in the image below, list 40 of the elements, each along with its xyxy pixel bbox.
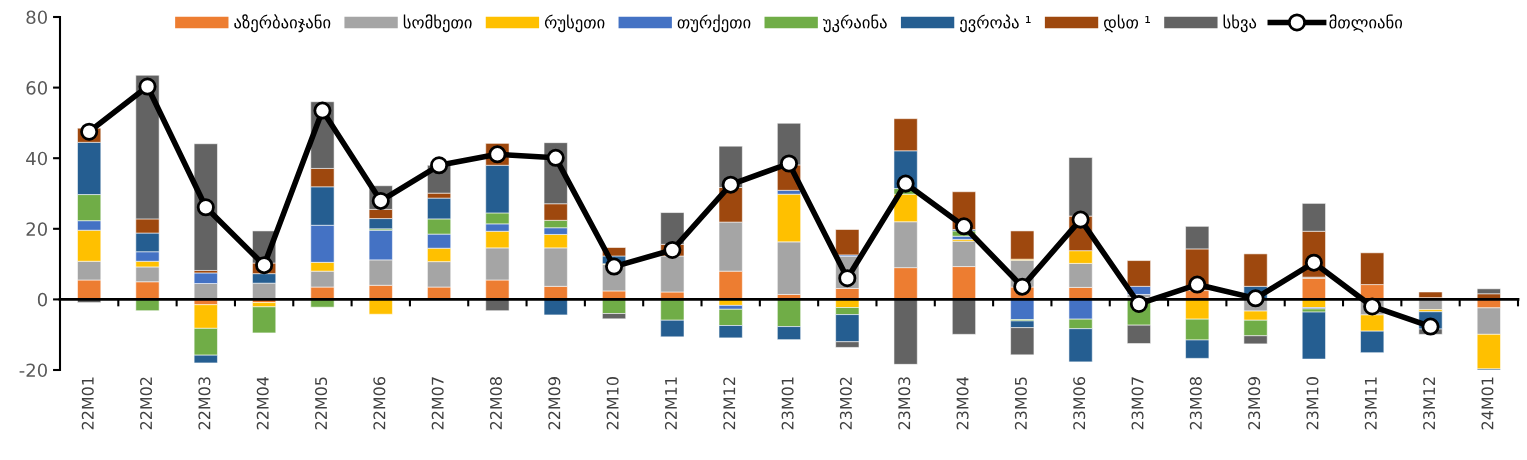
y-tick-label: -20 [19, 363, 47, 378]
x-tick-label: 23M08 [1189, 377, 1202, 430]
x-tick-label: 22M09 [548, 377, 561, 430]
x-tick-label: 23M04 [956, 376, 969, 430]
x-tick-label: 22M08 [489, 377, 503, 430]
legend-label: აზერბაიჯანი [234, 14, 331, 33]
x-tick-label: 22M10 [606, 377, 619, 430]
x-tick-label: 23M09 [1248, 377, 1261, 430]
x-tick-label: 22M06 [373, 377, 386, 430]
x-tick-label: 23M05 [1014, 377, 1027, 430]
x-tick-label: 22M12 [723, 377, 736, 430]
x-tick-label: 22M11 [664, 377, 677, 430]
y-tick-label: 20 [26, 222, 47, 236]
x-tick-label: 24M01 [1481, 377, 1494, 430]
legend-label: უკრაინა [822, 14, 887, 33]
x-tick-label: 22M05 [314, 377, 328, 430]
legend-label: სომხეთი [403, 14, 472, 33]
y-tick-label: 40 [26, 151, 47, 166]
x-tick-label: 23M01 [781, 377, 794, 430]
legend-label: სხვა [1223, 14, 1257, 33]
legend-label: დსთ ¹ [1104, 14, 1150, 33]
y-tick-label: 60 [26, 81, 47, 95]
x-tick-label: 23M10 [1306, 377, 1319, 430]
legend-label: რუსეთი [544, 14, 605, 33]
x-tick-label: 23M03 [898, 377, 911, 430]
x-tick-label: 22M03 [198, 377, 211, 430]
x-tick-label: 23M02 [839, 377, 852, 430]
x-tick-label: 23M12 [1423, 377, 1436, 430]
y-tick-label: 80 [26, 10, 47, 25]
x-tick-label: 23M07 [1131, 377, 1144, 430]
x-tick-label: 23M06 [1073, 377, 1086, 430]
x-tick-label: 22M04 [256, 376, 269, 430]
x-tick-label: 22M07 [431, 377, 444, 430]
x-tick-label: 22M02 [140, 377, 153, 430]
legend-label: თურქეთი [677, 14, 751, 33]
legend-label: ევროპა ¹ [960, 14, 1031, 33]
x-tick-label: 23M11 [1364, 377, 1377, 430]
legend-label: მთლიანი [1329, 14, 1403, 33]
x-tick-label: 22M01 [81, 377, 94, 430]
y-tick-label: 0 [37, 292, 47, 307]
